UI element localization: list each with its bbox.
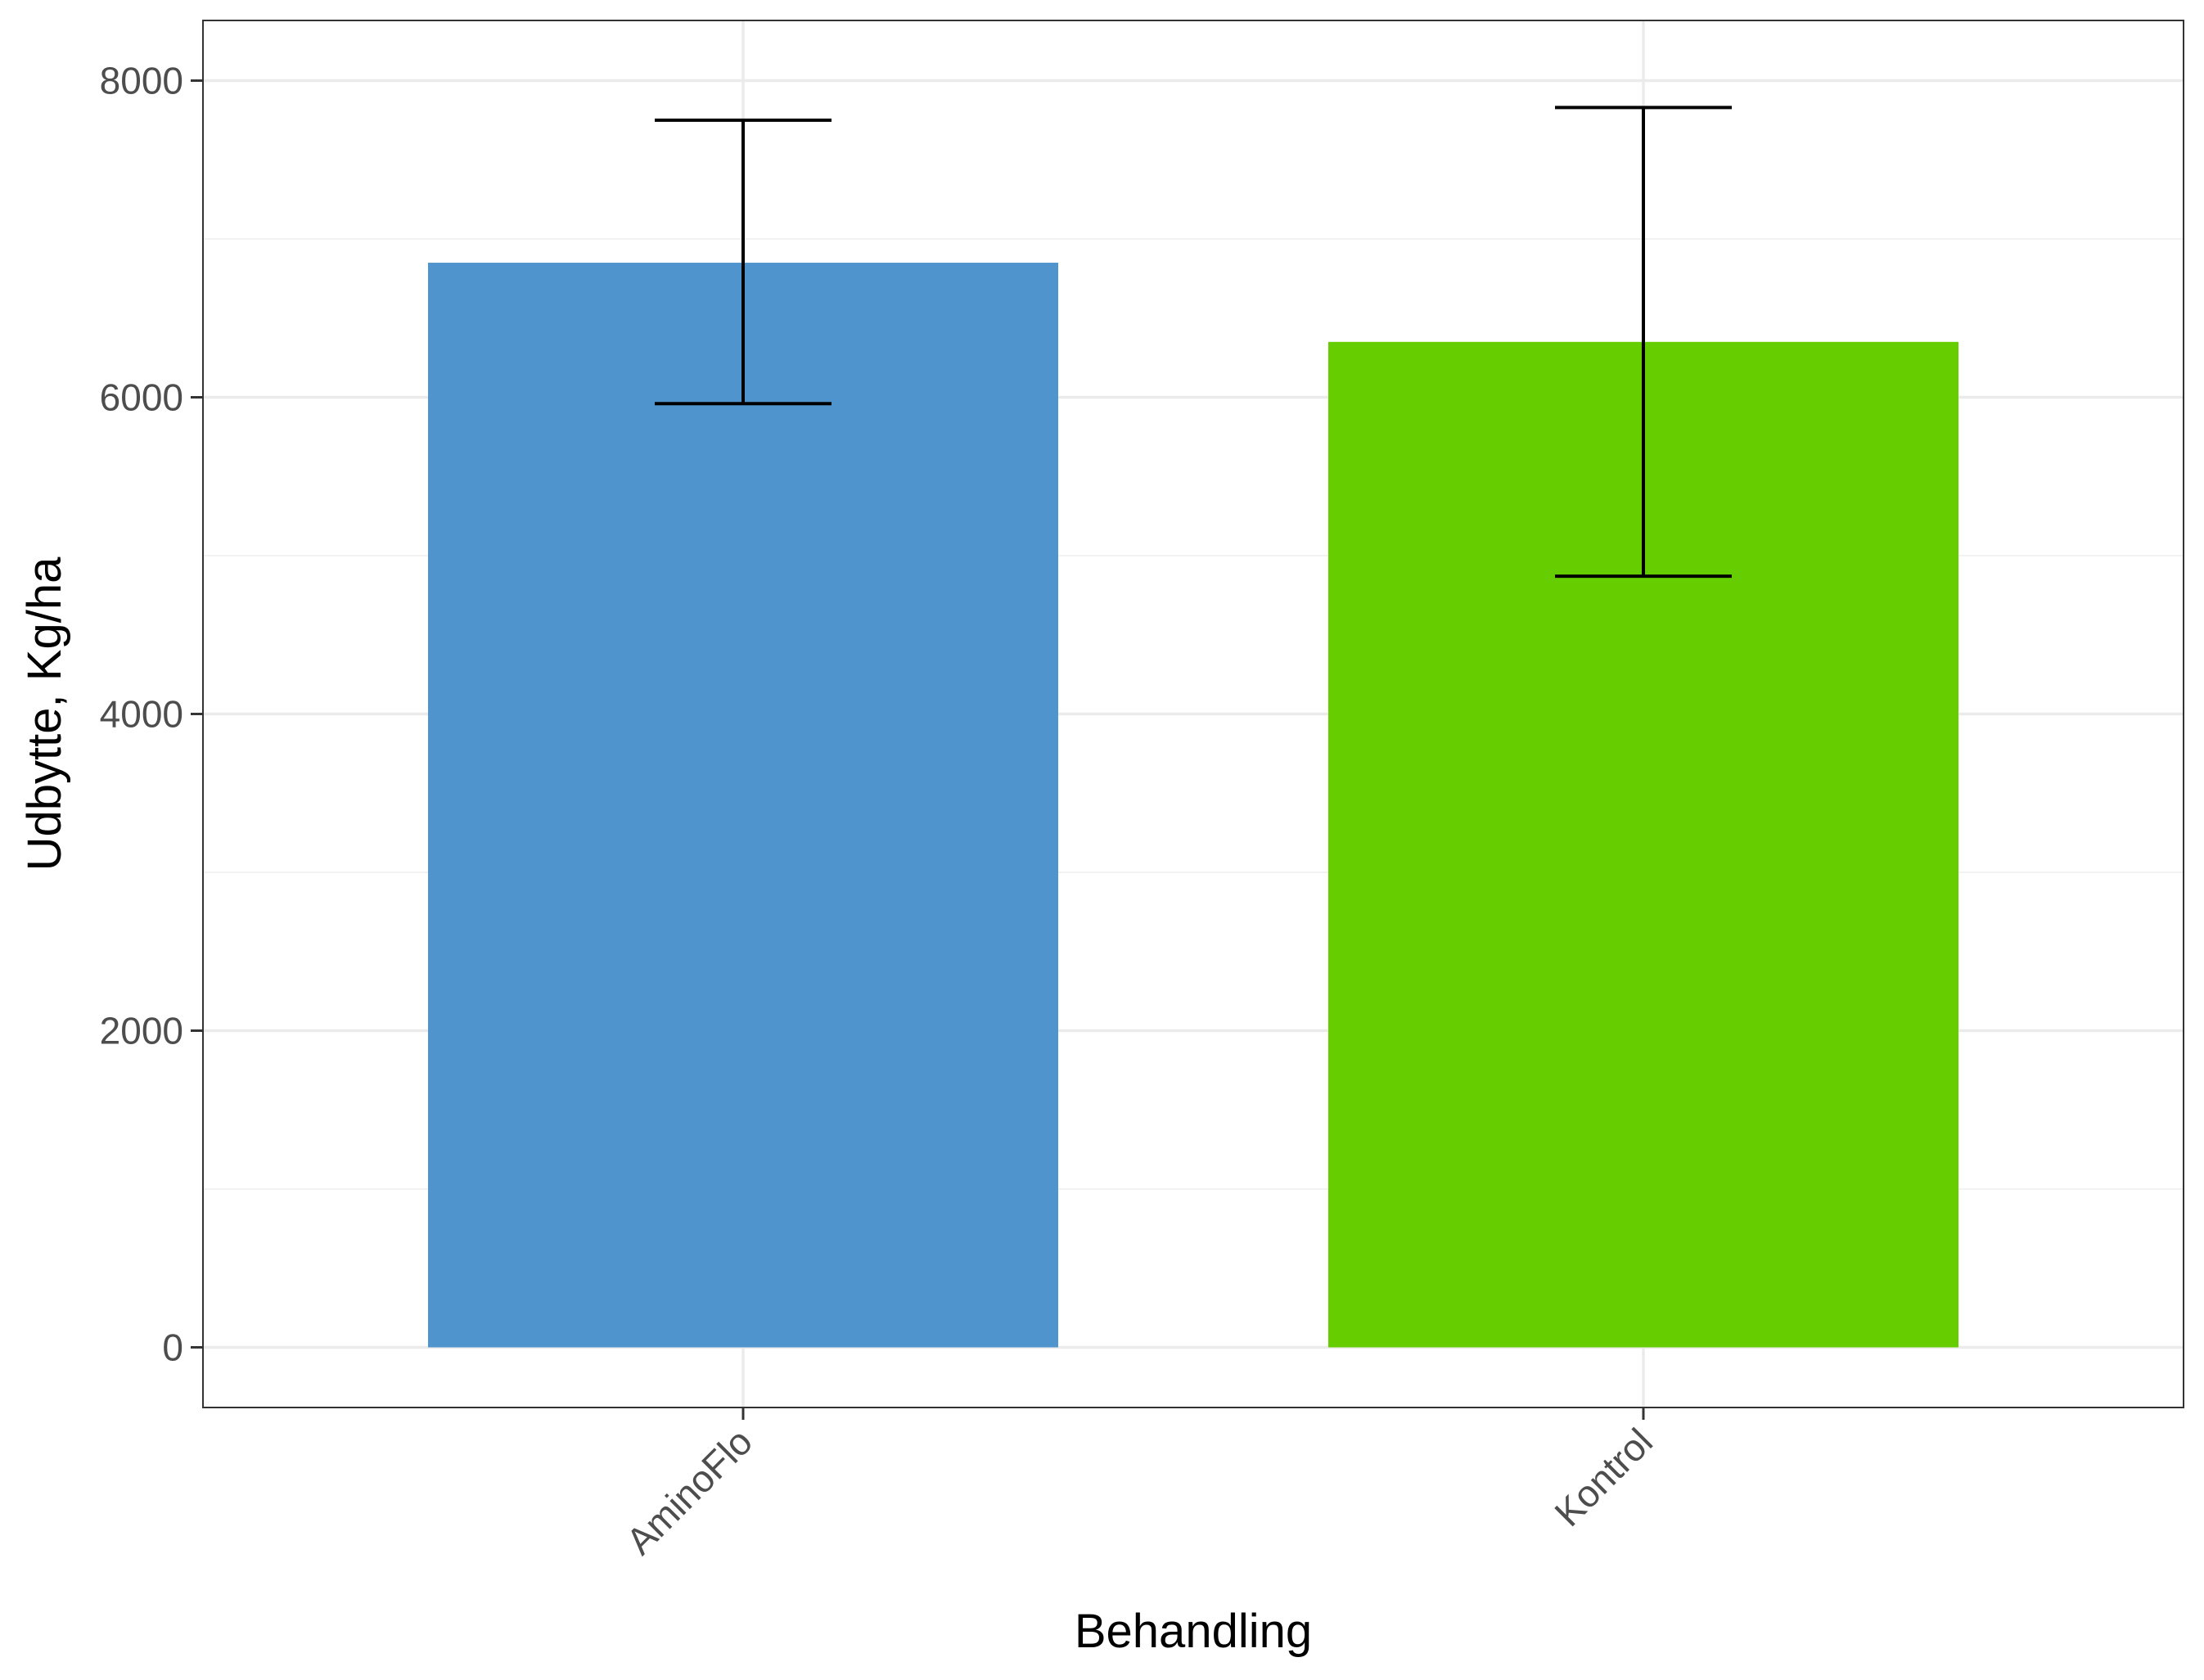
error-bar-aminoflo: [655, 118, 832, 406]
axis-ticks: [191, 79, 1645, 1420]
error-bar-kontrol: [1555, 106, 1732, 579]
y-tick-label: 8000: [100, 60, 183, 102]
y-tick-label: 4000: [100, 693, 183, 736]
y-axis-title: Udbytte, Kg/ha: [18, 556, 71, 871]
y-tick-label: 2000: [100, 1009, 183, 1052]
x-axis-title: Behandling: [1075, 1605, 1312, 1658]
y-tick-labels: 0 2000 4000 6000 8000: [100, 60, 183, 1369]
y-tick-label: 0: [162, 1326, 183, 1368]
bar-aminoflo: [428, 263, 1058, 1348]
error-bars: [655, 106, 1732, 579]
y-tick-label: 6000: [100, 376, 183, 419]
